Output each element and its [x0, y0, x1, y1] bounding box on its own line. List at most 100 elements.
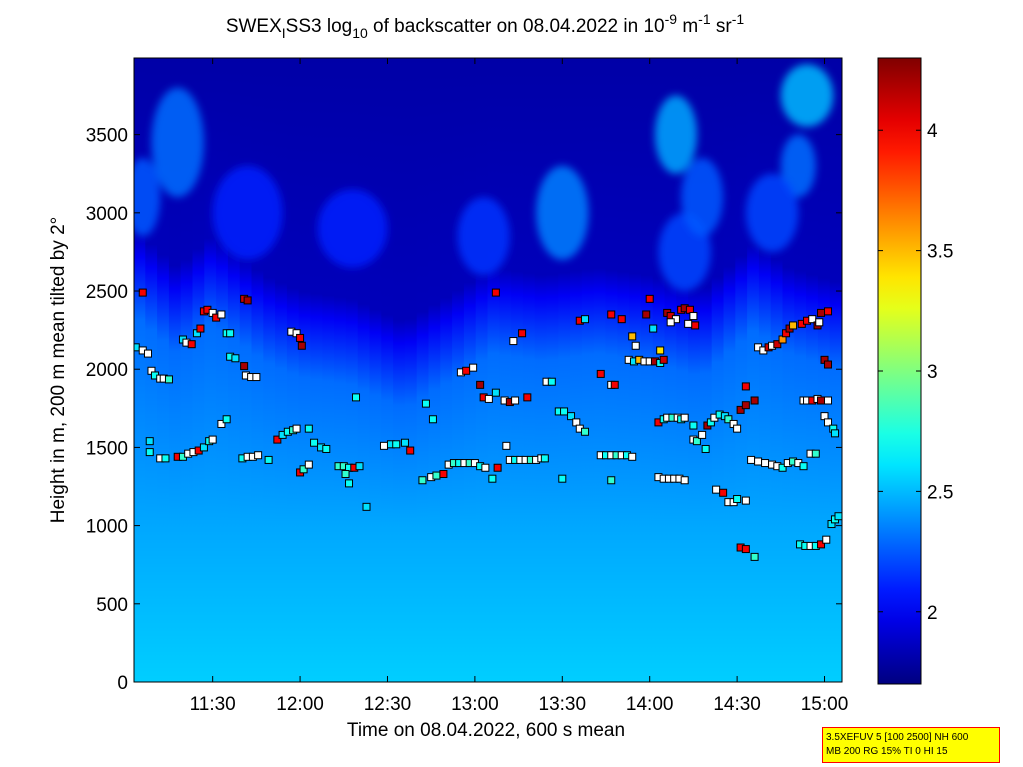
data-marker — [264, 455, 273, 464]
heatmap-column — [522, 58, 536, 682]
heatmap-background — [134, 58, 842, 682]
data-marker — [698, 430, 707, 439]
heatmap-column — [711, 58, 725, 682]
data-marker — [187, 340, 196, 349]
heatmap-column — [381, 58, 395, 682]
heatmap-column — [227, 58, 241, 682]
data-marker — [488, 474, 497, 483]
data-marker — [240, 362, 249, 371]
data-marker — [741, 382, 750, 391]
cloud-patch — [134, 158, 161, 237]
data-marker — [596, 369, 605, 378]
data-marker — [628, 332, 637, 341]
data-marker — [134, 343, 140, 352]
data-marker — [243, 296, 252, 305]
data-marker — [304, 424, 313, 433]
y-tick-label: 500 — [96, 595, 128, 616]
data-marker — [824, 396, 833, 405]
data-marker — [509, 337, 518, 346]
heatmap-column — [770, 58, 784, 682]
data-marker — [138, 288, 147, 297]
data-marker — [254, 451, 263, 460]
heatmap-column — [357, 58, 371, 682]
data-marker — [296, 333, 305, 342]
heatmap-column — [134, 58, 147, 682]
data-marker — [432, 471, 441, 480]
heatmap-column — [310, 58, 324, 682]
data-marker — [691, 321, 700, 330]
cloud-patch — [151, 87, 204, 198]
heatmap-column — [806, 58, 819, 682]
data-marker — [292, 424, 301, 433]
heatmap-column — [617, 58, 631, 682]
data-marker — [733, 495, 742, 504]
plot-area — [134, 58, 842, 682]
data-marker — [547, 377, 556, 386]
y-tick-label: 2000 — [86, 360, 128, 381]
heatmap-column — [475, 58, 489, 682]
data-marker — [817, 308, 826, 317]
data-marker — [741, 545, 750, 554]
heatmap-column — [263, 58, 277, 682]
heatmap-column — [652, 58, 666, 682]
data-marker — [701, 444, 710, 453]
data-marker — [761, 459, 770, 468]
data-marker — [689, 421, 698, 430]
data-marker — [341, 470, 350, 478]
data-marker — [656, 346, 665, 355]
data-marker — [299, 465, 308, 474]
cb-tick-label: 3 — [927, 362, 938, 383]
heatmap-clouds — [134, 64, 834, 292]
data-marker — [824, 307, 833, 316]
data-marker — [297, 341, 306, 350]
heatmap-column — [664, 58, 678, 682]
cloud-patch — [745, 173, 799, 252]
data-marker — [741, 496, 750, 505]
data-marker — [540, 454, 549, 463]
data-marker — [610, 380, 619, 389]
cloud-patch — [536, 165, 589, 260]
x-tick-label: 14:30 — [713, 694, 761, 715]
data-marker — [666, 318, 675, 327]
data-marker — [304, 460, 313, 469]
x-axis-label: Time on 08.04.2022, 600 s mean — [347, 720, 625, 741]
data-marker — [747, 455, 756, 464]
data-marker — [199, 443, 208, 452]
y-tick-label: 2500 — [86, 282, 128, 303]
data-marker — [712, 485, 721, 494]
data-marker — [196, 324, 205, 333]
y-axis-label: Height in m, 200 m mean tilted by 2° — [48, 217, 69, 523]
data-marker — [645, 294, 654, 303]
heatmap-column — [829, 58, 842, 682]
cloud-patch — [780, 134, 816, 198]
x-axis: 11:30 12:00 12:30 13:00 13:30 14:00 14:30 15:00 — [190, 58, 849, 715]
heatmap-column — [605, 58, 619, 682]
plot-frame — [133, 57, 843, 683]
heatmap-column — [546, 58, 560, 682]
data-marker — [252, 373, 261, 382]
heatmap-column — [334, 58, 347, 682]
heatmap-column — [251, 58, 265, 682]
heatmap-column — [192, 58, 206, 682]
x-tick-label: 15:00 — [801, 694, 849, 715]
data-marker — [659, 355, 668, 364]
data-marker — [754, 457, 763, 466]
data-marker — [518, 329, 527, 338]
heatmap-column — [157, 58, 170, 682]
data-marker — [628, 452, 637, 461]
heatmap-column — [699, 58, 713, 682]
data-marker — [719, 488, 728, 497]
data-marker — [523, 393, 532, 402]
data-marker — [778, 463, 787, 472]
heatmap-column — [286, 58, 300, 682]
cloud-patch — [457, 197, 510, 276]
y-tick-label: 3500 — [86, 126, 128, 147]
heatmap-column — [723, 58, 737, 682]
heatmap-column — [416, 58, 430, 682]
heatmap-column — [581, 58, 595, 682]
heatmap-column — [428, 58, 442, 682]
heatmap-column — [204, 58, 218, 682]
data-marker — [631, 341, 640, 350]
heatmap-column — [440, 58, 454, 682]
